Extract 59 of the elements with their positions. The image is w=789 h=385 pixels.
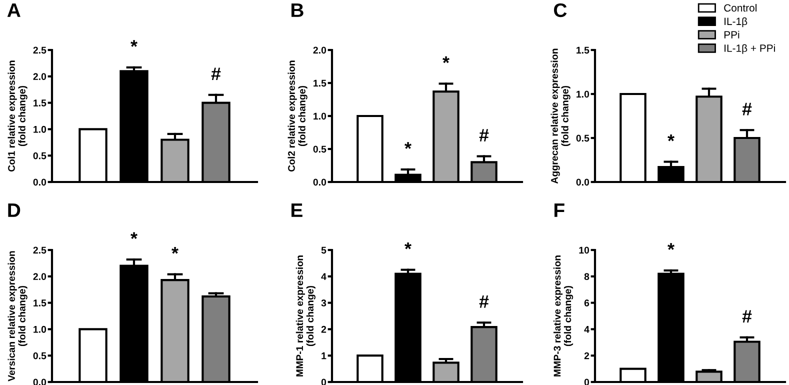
chart-title: E bbox=[292, 204, 302, 217]
y-tick-label: 0.0 bbox=[313, 178, 326, 186]
y-tick-label: 2.0 bbox=[33, 73, 46, 80]
y-tick-label: 2.0 bbox=[33, 273, 46, 280]
data-label: * bbox=[668, 134, 674, 142]
y-axis-title: Col2 relative expression (fold change) bbox=[288, 60, 308, 172]
data-label: * bbox=[668, 243, 674, 250]
y-tick-label: 8 bbox=[584, 273, 590, 280]
y-tick-label: 2.5 bbox=[33, 246, 46, 254]
y-tick-label: 3 bbox=[321, 300, 326, 306]
chart-title: C bbox=[554, 3, 567, 18]
data-label: * bbox=[442, 56, 450, 64]
y-tick-label: 1 bbox=[322, 352, 326, 360]
data-label: # bbox=[742, 102, 752, 116]
y-tick-label: 2.0 bbox=[313, 46, 326, 54]
y-axis-title: Versican relative expression (fold change) bbox=[8, 251, 28, 382]
y-tick-label: 0.5 bbox=[576, 134, 590, 142]
legend-label: IL-1β + PPi bbox=[724, 44, 775, 54]
y-tick-label: 0.5 bbox=[33, 352, 46, 360]
y-tick-label: 1.0 bbox=[576, 90, 590, 98]
y-tick-label: 1.5 bbox=[576, 46, 590, 54]
legend-label: PPi bbox=[724, 30, 740, 38]
y-tick-label: 2 bbox=[321, 326, 326, 333]
y-tick-label: 0.0 bbox=[33, 178, 46, 186]
y-tick-label: 0.5 bbox=[313, 146, 326, 153]
chart-title: B bbox=[292, 4, 304, 17]
data-label: # bbox=[742, 310, 752, 323]
chart-title: F bbox=[554, 204, 564, 217]
chart-title: A bbox=[7, 4, 20, 17]
y-tick-label: 2.5 bbox=[33, 46, 46, 54]
data-label: * bbox=[172, 247, 178, 254]
y-tick-label: 1.5 bbox=[34, 300, 46, 306]
y-tick-label: 2 bbox=[584, 352, 590, 360]
data-label: # bbox=[211, 68, 221, 80]
data-label: # bbox=[479, 295, 489, 308]
y-tick-label: 1.0 bbox=[34, 326, 46, 333]
data-label: * bbox=[130, 232, 138, 239]
data-label: * bbox=[130, 40, 138, 47]
y-tick-label: 4 bbox=[321, 273, 326, 280]
y-axis-title: MMP-1 relative expression (fold change) bbox=[296, 256, 316, 376]
y-axis-title: MMP-3 relative expression (fold change) bbox=[554, 256, 574, 376]
y-tick-label: 1.5 bbox=[314, 80, 326, 87]
chart-title: D bbox=[8, 204, 20, 217]
y-axis-title: Col1 relative expression (fold change) bbox=[8, 60, 28, 172]
y-tick-label: 6 bbox=[584, 300, 590, 306]
legend-label: IL-1β bbox=[724, 17, 748, 28]
data-label: * bbox=[404, 242, 412, 250]
y-tick-label: 1.0 bbox=[314, 112, 326, 120]
y-tick-label: 0.5 bbox=[33, 152, 46, 160]
data-label: # bbox=[479, 129, 489, 142]
data-label: * bbox=[404, 142, 412, 149]
y-tick-label: 1.5 bbox=[34, 100, 46, 106]
y-tick-label: 10 bbox=[579, 246, 590, 254]
legend-label: Control bbox=[724, 4, 756, 12]
y-tick-label: 1.0 bbox=[34, 126, 46, 133]
y-axis-title: Aggrecan relative expression (fold change) bbox=[550, 48, 570, 184]
y-tick-label: 5 bbox=[321, 246, 326, 254]
y-tick-label: 4 bbox=[584, 326, 590, 333]
y-tick-label: 0.0 bbox=[576, 178, 590, 186]
